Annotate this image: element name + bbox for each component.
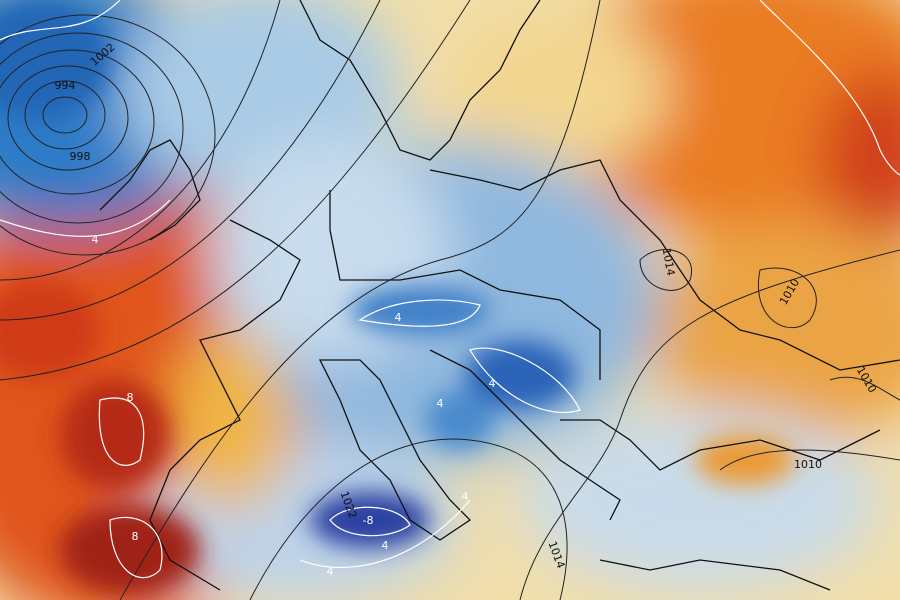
isobar-label: 1014 xyxy=(660,247,678,277)
temperature-label: 4 xyxy=(92,233,99,246)
temperature-label: 4 xyxy=(462,490,469,503)
isobar-label: 994 xyxy=(55,79,76,92)
temperature-label: 4 xyxy=(437,397,444,410)
temperature-label: -8 xyxy=(363,514,374,527)
coastlines xyxy=(99,0,900,591)
temperature-label: 4 xyxy=(327,565,334,578)
isobar-label: 1010 xyxy=(794,458,822,471)
temperature-label: 4 xyxy=(395,311,402,324)
isobar-label: 998 xyxy=(70,150,91,163)
temperature-label: 8 xyxy=(127,391,134,404)
temperature-label: 8 xyxy=(132,530,139,543)
temperature-label: 4 xyxy=(382,539,389,552)
temperature-contours xyxy=(0,0,900,579)
temperature-label: 4 xyxy=(489,377,496,390)
temperature-labels: 4 4 4 8 8 -8 4 4 4 4 xyxy=(92,233,496,578)
